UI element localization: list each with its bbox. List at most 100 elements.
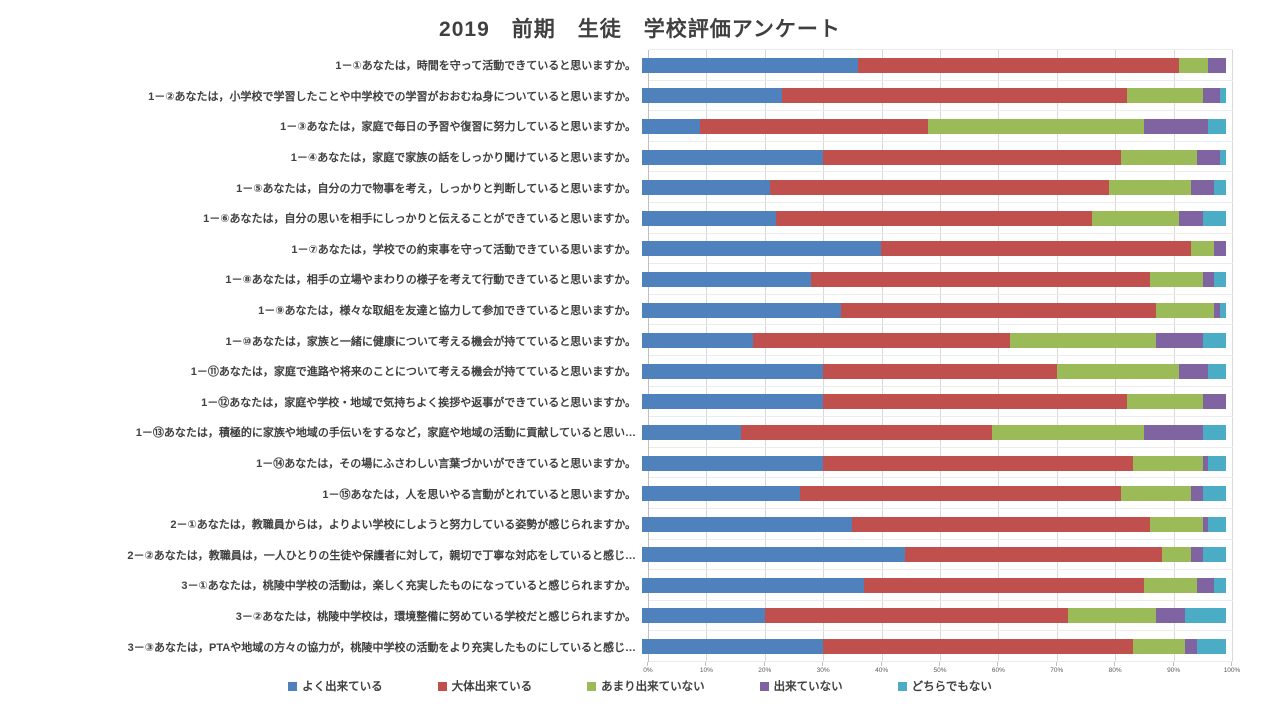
bar-segment: [642, 88, 783, 104]
row-label: 3－①あなたは，桃陵中学校の活動は，楽しく充実したものになっていると感じられます…: [181, 580, 636, 593]
legend-label: どちらでもない: [911, 681, 992, 693]
bar-segment: [642, 180, 771, 196]
bar-segment: [1208, 118, 1226, 134]
chart-row: 2－②あなたは，教職員は，一人ひとりの生徒や保護者に対して，親切で丁寧な対応をし…: [0, 540, 1280, 571]
chart-row: 1－⑥あなたは，自分の思いを相手にしっかりと伝えることができていると思いますか。: [0, 203, 1280, 234]
axis-tick-label: 80%: [1108, 667, 1122, 674]
bar-segment: [1144, 424, 1203, 440]
row-track: [642, 180, 1226, 196]
chart-row: 1－②あなたは，小学校で学習したことや中学校での学習がおおむね身についていると思…: [0, 81, 1280, 112]
bar-segment: [1196, 577, 1215, 593]
gridline-horizontal: [649, 110, 1233, 112]
bar-segment: [642, 363, 824, 379]
bar-segment: [1068, 608, 1156, 624]
bar-segment: [1150, 516, 1203, 532]
bar-segment: [642, 210, 777, 226]
chart-row: 1－⑤あなたは，自分の力で物事を考え，しっかりと判断していると思いますか。: [0, 172, 1280, 203]
bar-segment: [1155, 302, 1215, 318]
legend-label: あまり出来ていない: [601, 681, 705, 693]
gridline-horizontal: [649, 140, 1233, 142]
bar-segment: [1126, 88, 1203, 104]
row-label: 1－⑥あなたは，自分の思いを相手にしっかりと伝えることができていると思いますか。: [203, 213, 636, 226]
bar-segment: [823, 394, 1127, 410]
bar-segment: [823, 149, 1121, 165]
legend: よく出来ている 大体出来ている あまり出来ていない 出来ていない どちらでもない: [0, 678, 1280, 694]
bar-segment: [1132, 455, 1203, 471]
axis-tick-label: 10%: [699, 667, 713, 674]
bar-segment: [642, 271, 812, 287]
bar-segment: [1155, 608, 1186, 624]
gridline-horizontal: [649, 538, 1233, 540]
chart-row: 2－①あなたは，教職員からは，よりよい学校にしようと努力している姿勢が感じられま…: [0, 509, 1280, 540]
bar-segment: [858, 57, 1180, 73]
bar-segment: [642, 241, 882, 257]
bar-segment: [1202, 516, 1209, 532]
bar-segment: [1185, 608, 1226, 624]
bar-segment: [1214, 271, 1226, 287]
chart-row: 1－⑮あなたは，人を思いやる言動がとれていると思いますか。: [0, 478, 1280, 509]
gridline-horizontal: [649, 263, 1233, 265]
legend-item: あまり出来ていない: [587, 678, 705, 694]
bar-segment: [1161, 547, 1191, 563]
chart-row: 1－⑩あなたは，家族と一緒に健康について考える機会が持てていると思いますか。: [0, 325, 1280, 356]
axis-tick-label: 30%: [816, 667, 830, 674]
bar-segment: [1214, 241, 1226, 257]
legend-label: よく出来ている: [302, 681, 383, 693]
bar-segment: [1056, 363, 1180, 379]
row-track: [642, 118, 1226, 134]
bar-segment: [642, 57, 859, 73]
bar-segment: [752, 333, 1010, 349]
bar-segment: [1202, 333, 1226, 349]
chart-rows: 1－①あなたは，時間を守って活動できていると思いますか。 1－②あなたは，小学校で…: [0, 50, 1280, 662]
gridline-horizontal: [649, 79, 1233, 81]
row-track: [642, 516, 1226, 532]
bar-segment: [811, 271, 1151, 287]
bar-segment: [1120, 486, 1191, 502]
bar-segment: [1202, 455, 1209, 471]
row-label: 1－⑩あなたは，家族と一緒に健康について考える機会が持てていると思いますか。: [225, 335, 636, 348]
chart-row: 1－⑨あなたは，様々な取組を友達と協力して参加できていると思いますか。: [0, 295, 1280, 326]
gridline-horizontal: [649, 324, 1233, 326]
gridline-vertical: [1056, 50, 1058, 662]
bar-segment: [1144, 118, 1209, 134]
gridline-horizontal: [649, 599, 1233, 601]
chart-row: 1－⑬あなたは，積極的に家族や地域の手伝いをするなど，家庭や地域の活動に貢献して…: [0, 417, 1280, 448]
chart-row: 1－⑪あなたは，家庭で進路や将来のことについて考える機会が持てていると思いますか…: [0, 356, 1280, 387]
row-label: 1－④あなたは，家庭で家族の話をしっかり聞けていると思いますか。: [290, 152, 636, 165]
row-track: [642, 88, 1226, 104]
gridline-vertical: [881, 50, 883, 662]
row-label: 1－⑫あなたは，家庭や学校・地域で気持ちよく挨拶や返事ができていると思いますか。: [201, 396, 636, 409]
bar-segment: [1202, 424, 1226, 440]
axis-tick-label: 0%: [643, 667, 653, 674]
legend-item: よく出来ている: [288, 678, 383, 694]
bar-segment: [776, 210, 1092, 226]
row-track: [642, 210, 1226, 226]
bar-segment: [1214, 577, 1226, 593]
bar-segment: [741, 424, 993, 440]
axis-tick: [647, 662, 648, 666]
row-track: [642, 486, 1226, 502]
bar-segment: [823, 363, 1057, 379]
gridline-horizontal: [649, 416, 1233, 418]
bar-segment: [1202, 88, 1221, 104]
gridline-horizontal: [649, 630, 1233, 632]
bar-segment: [840, 302, 1156, 318]
bar-segment: [1190, 241, 1215, 257]
bar-segment: [799, 486, 1121, 502]
row-label: 1－⑭あなたは，その場にふさわしい言葉づかいができていると思いますか。: [256, 458, 636, 471]
bar-segment: [642, 424, 742, 440]
bar-segment: [1196, 639, 1226, 655]
bar-segment: [642, 118, 701, 134]
chart-title: 2019 前期 生徒 学校評価アンケート: [439, 18, 841, 41]
chart-row: 3－①あなたは，桃陵中学校の活動は，楽しく充実したものになっていると感じられます…: [0, 570, 1280, 601]
bar-segment: [642, 394, 824, 410]
gridline-vertical: [998, 50, 1000, 662]
bar-segment: [1185, 639, 1197, 655]
chart-row: 3－③あなたは，PTAや地域の方々の協力が，桃陵中学校の活動をより充実したものに…: [0, 631, 1280, 662]
row-label: 3－③あなたは，PTAや地域の方々の協力が，桃陵中学校の活動をより充実したものに…: [127, 641, 636, 654]
bar-segment: [1208, 516, 1226, 532]
gridline-vertical: [1115, 50, 1117, 662]
gridline-vertical: [1173, 50, 1175, 662]
axis-tick: [1114, 662, 1116, 666]
gridline-horizontal: [649, 202, 1233, 203]
